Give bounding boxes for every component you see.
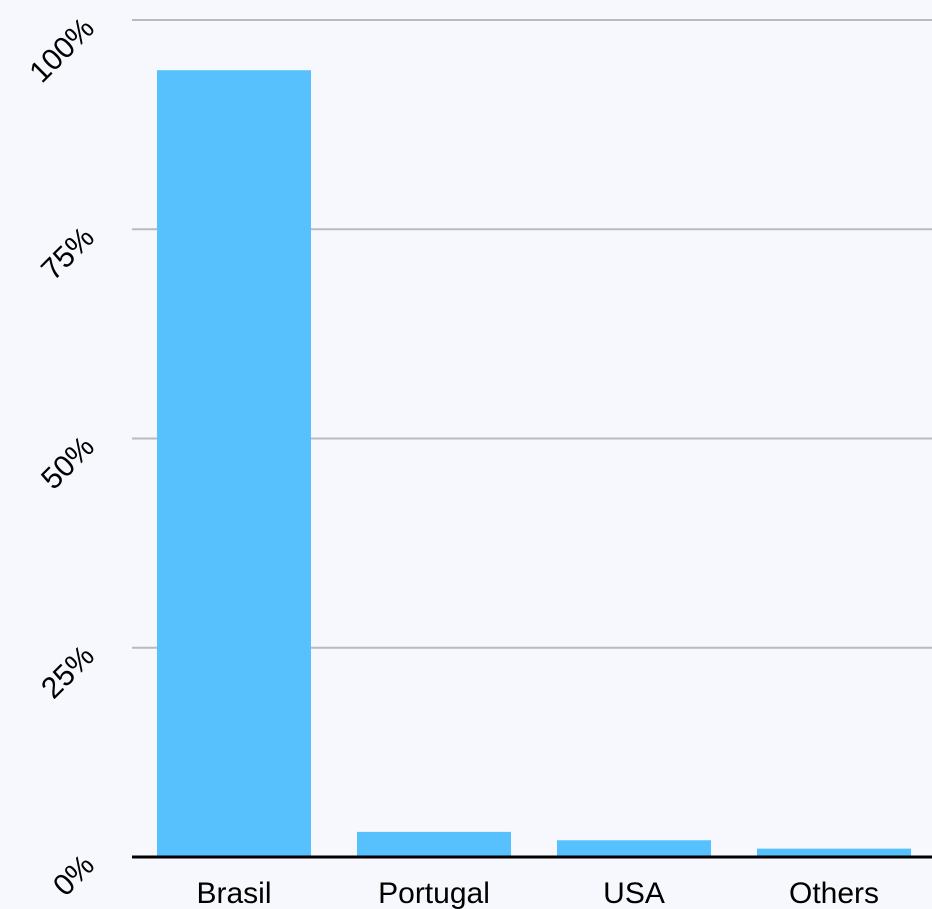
bar-brasil bbox=[157, 70, 311, 858]
x-category-label-others: Others bbox=[789, 877, 879, 909]
x-category-label-usa: USA bbox=[603, 877, 665, 909]
bar-usa bbox=[557, 840, 711, 857]
bar-others bbox=[757, 848, 911, 857]
bar-portugal bbox=[357, 831, 511, 857]
y-tick-label-25: 25% bbox=[35, 639, 101, 705]
y-tick-label-100: 100% bbox=[23, 12, 101, 90]
y-tick-label-0: 0% bbox=[47, 849, 101, 903]
y-tick-labels: 0% 25% 50% 75% 100% bbox=[23, 12, 101, 903]
x-category-labels: Brasil Portugal USA Others bbox=[196, 877, 879, 909]
y-tick-label-75: 75% bbox=[35, 221, 101, 287]
y-tick-label-50: 50% bbox=[35, 430, 101, 496]
x-category-label-portugal: Portugal bbox=[378, 877, 490, 909]
x-category-label-brasil: Brasil bbox=[196, 877, 271, 909]
bars bbox=[157, 70, 911, 858]
